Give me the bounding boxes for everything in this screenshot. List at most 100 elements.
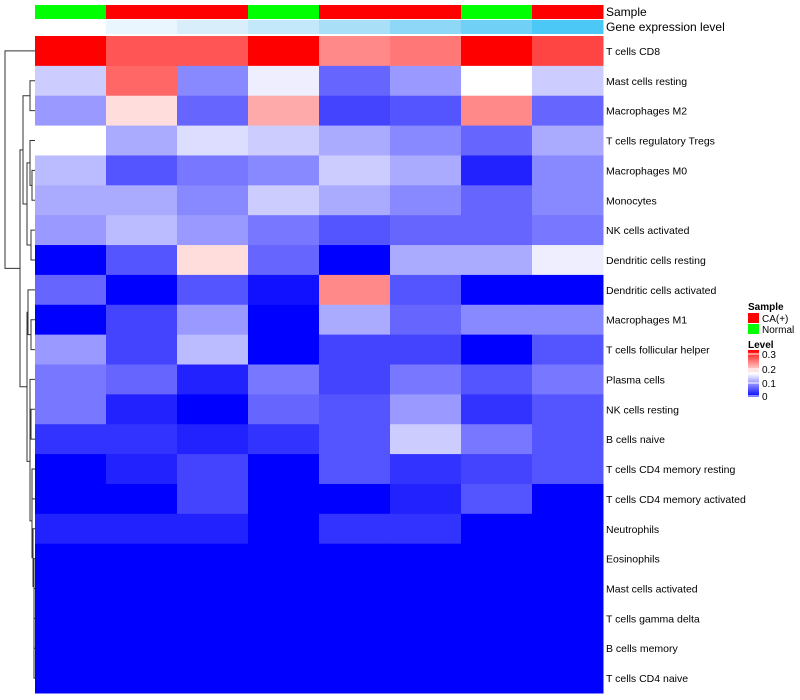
heatmap-cell xyxy=(532,424,604,455)
heatmap-cell xyxy=(106,245,178,276)
heatmap-cell xyxy=(248,274,320,306)
heatmap-cell xyxy=(532,304,604,336)
heatmap-cell xyxy=(461,454,533,485)
heatmap-cell xyxy=(461,155,533,186)
heatmap-cell xyxy=(248,185,320,216)
heatmap-cell xyxy=(461,603,533,634)
heatmap-cell xyxy=(319,304,391,336)
dendrogram-branch xyxy=(31,483,33,559)
dendrogram-branch xyxy=(30,229,35,261)
heatmap-cell xyxy=(177,424,249,455)
heatmap-cell xyxy=(106,155,178,186)
heatmap-cell xyxy=(35,663,107,694)
heatmap-cell xyxy=(390,573,462,604)
heatmap-cell xyxy=(461,424,533,455)
heatmap-cell xyxy=(248,304,320,336)
heatmap-cell xyxy=(177,334,249,365)
heatmap-cell xyxy=(177,543,249,575)
row-label: Plasma cells xyxy=(606,374,665,386)
heatmap-cell xyxy=(177,274,249,306)
heatmap-cell xyxy=(319,274,391,306)
heatmap-cell xyxy=(461,663,533,694)
heatmap-cell xyxy=(461,36,533,67)
heatmap-cell xyxy=(319,95,391,127)
heatmap-cell xyxy=(248,36,320,67)
row-label: T cells follicular helper xyxy=(606,345,710,357)
heatmap-cell xyxy=(177,155,249,186)
heatmap-cell xyxy=(532,95,604,127)
row-label: Monocytes xyxy=(606,195,657,207)
heatmap-cell xyxy=(319,603,391,634)
dendrogram-branch xyxy=(31,169,35,201)
heatmap-cell xyxy=(35,483,107,515)
sample-annotation-cell xyxy=(177,5,249,19)
heatmap-cell xyxy=(461,245,533,276)
heatmap-cell xyxy=(532,663,604,694)
heatmap-cell xyxy=(319,394,391,425)
gene-expression-annotation-cell xyxy=(390,20,462,34)
heatmap-cell xyxy=(35,304,107,336)
heatmap-cell xyxy=(390,185,462,216)
heatmap-cell xyxy=(390,513,462,545)
heatmap-cell xyxy=(35,36,107,67)
heatmap-cell xyxy=(177,65,249,97)
heatmap-cell xyxy=(35,185,107,216)
dendrogram-branch xyxy=(30,319,35,351)
heatmap-cell xyxy=(35,155,107,186)
dendrogram-branch xyxy=(29,80,35,112)
gene-expression-annotation-cell xyxy=(177,20,249,34)
row-label: Macrophages M2 xyxy=(606,106,687,118)
row-labels: T cells CD8 Mast cells resting Macrophages… xyxy=(606,46,746,685)
heatmap-cell xyxy=(35,543,107,575)
heatmap-cell xyxy=(319,215,391,246)
heatmap-cell xyxy=(106,573,178,604)
heatmap-cell xyxy=(390,334,462,365)
heatmap-cell xyxy=(390,663,462,694)
heatmap-cell xyxy=(461,513,533,545)
gene-expression-annotation-cell xyxy=(532,20,604,34)
heatmap-cell xyxy=(106,334,178,365)
heatmap-cell xyxy=(177,454,249,485)
heatmap-cell xyxy=(390,603,462,634)
heatmap-cell xyxy=(390,633,462,664)
heatmap-cell xyxy=(248,65,320,97)
row-label: Dendritic cells resting xyxy=(606,255,706,267)
heatmap-cell xyxy=(319,65,391,97)
heatmap-cell xyxy=(177,245,249,276)
heatmap-cell xyxy=(248,215,320,246)
row-label: T cells CD4 naive xyxy=(606,673,688,685)
heatmap-cell xyxy=(532,573,604,604)
heatmap-cell xyxy=(35,513,107,545)
heatmap-cell xyxy=(461,543,533,575)
heatmap-cell xyxy=(35,95,107,127)
heatmap-cell xyxy=(319,334,391,365)
row-label: T cells regulatory Tregs xyxy=(606,136,715,148)
heatmap-cell xyxy=(248,603,320,634)
heatmap-cell xyxy=(248,95,320,127)
heatmap-cell xyxy=(106,454,178,485)
heatmap-cell xyxy=(461,304,533,336)
heatmap-cell xyxy=(461,394,533,425)
row-label: T cells gamma delta xyxy=(606,613,700,625)
heatmap-cell xyxy=(319,424,391,455)
legend-tick-label: 0.1 xyxy=(762,379,776,390)
heatmap-cell xyxy=(532,245,604,276)
row-label: Dendritic cells activated xyxy=(606,285,716,297)
heatmap-cell xyxy=(35,245,107,276)
heatmap-cell xyxy=(106,215,178,246)
heatmap-cell xyxy=(390,394,462,425)
heatmap-cell xyxy=(248,633,320,664)
heatmap-cell xyxy=(319,663,391,694)
heatmap-cell xyxy=(248,245,320,276)
sample-annotation-cell xyxy=(390,5,462,19)
dendrogram-branch xyxy=(4,50,35,269)
heatmap-cell xyxy=(390,215,462,246)
heatmap-cell xyxy=(248,513,320,545)
heatmap-cell xyxy=(319,125,391,156)
heatmap-cell xyxy=(106,483,178,515)
heatmap-cell xyxy=(319,573,391,604)
legend-level-title: Level xyxy=(748,340,774,351)
heatmap-cell xyxy=(35,364,107,395)
heatmap-cell xyxy=(177,394,249,425)
heatmap-cell xyxy=(390,454,462,485)
